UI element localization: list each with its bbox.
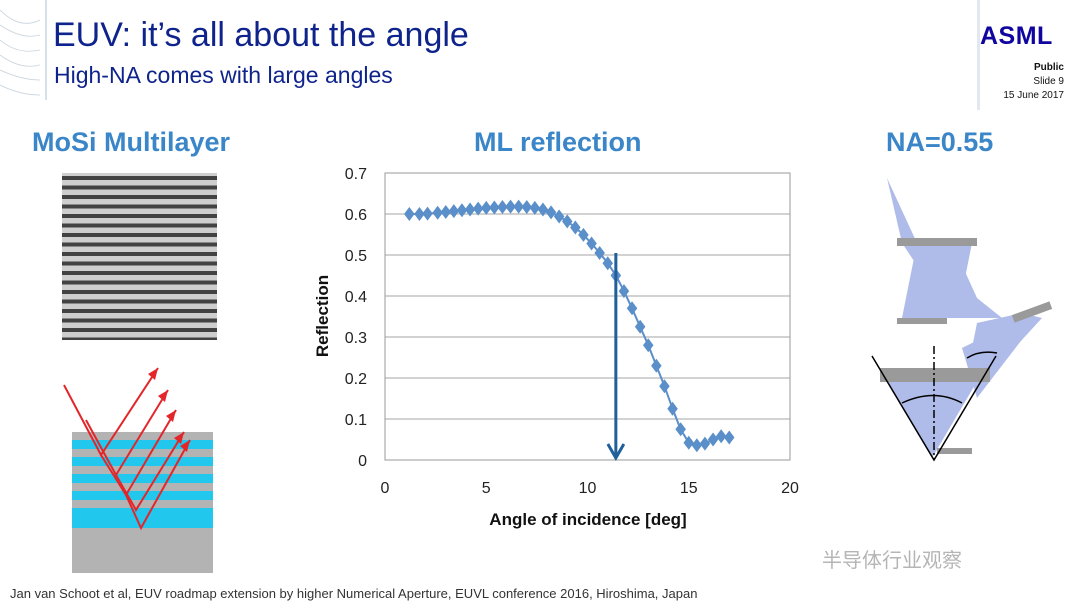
data-point: [586, 236, 597, 251]
data-point: [513, 199, 524, 214]
high-na-optics-diagram: [871, 178, 1053, 462]
header-rule: [45, 0, 47, 100]
x-tick-label: 0: [381, 480, 390, 497]
mirror-right: [1011, 301, 1053, 323]
x-tick-label: 20: [781, 480, 799, 497]
x-tick-label: 10: [579, 480, 597, 497]
asml-logo: ASML: [980, 22, 1053, 50]
data-point: [618, 284, 630, 299]
series-line: [409, 205, 730, 447]
y-tick-label: 0.3: [345, 330, 367, 347]
data-point: [432, 205, 443, 220]
data-point: [404, 207, 415, 221]
data-point: [691, 438, 703, 453]
data-point: [497, 200, 508, 215]
y-axis-label: Reflection: [313, 275, 332, 357]
classification-label: Public: [1033, 62, 1064, 73]
multilayer-heading: MoSi Multilayer: [32, 127, 231, 157]
data-point: [715, 429, 727, 444]
x-tick-label: 5: [482, 480, 491, 497]
wechat-watermark: 半导体行业观察: [822, 550, 962, 572]
y-tick-label: 0.2: [345, 371, 367, 388]
y-tick-label: 0: [358, 453, 367, 470]
data-point: [456, 203, 468, 218]
data-point: [651, 358, 662, 373]
mirror-top: [897, 238, 977, 246]
data-point: [570, 220, 581, 235]
slide-number: Slide 9: [1033, 76, 1064, 87]
mirror-middle: [897, 318, 947, 324]
corner-decoration: [0, 9, 40, 96]
data-point: [521, 200, 532, 215]
data-point: [545, 205, 557, 220]
data-point: [578, 227, 589, 242]
reflection-heading: ML reflection: [474, 127, 642, 157]
data-point: [667, 401, 678, 416]
header-corner-decoration: [977, 0, 980, 110]
y-tick-label: 0.6: [345, 207, 367, 224]
data-point: [699, 436, 711, 451]
data-point: [707, 432, 719, 447]
data-point: [537, 202, 549, 217]
y-tick-label: 0.7: [345, 166, 367, 183]
data-point: [626, 301, 638, 316]
na-heading: NA=0.55: [886, 127, 994, 157]
citation: Jan van Schoot et al, EUV roadmap extens…: [10, 586, 698, 601]
multilayer-reflection-diagram: [63, 367, 213, 573]
data-point: [553, 209, 565, 224]
data-point: [489, 200, 500, 215]
x-axis-label: Angle of incidence [deg]: [489, 510, 686, 529]
data-point: [675, 422, 686, 437]
data-point: [594, 245, 605, 260]
slide-title: EUV: it’s all about the angle: [53, 16, 469, 54]
data-point: [505, 199, 516, 214]
x-tick-label: 15: [680, 480, 698, 497]
data-point: [659, 379, 670, 394]
data-point: [440, 204, 451, 219]
y-tick-label: 0.5: [345, 248, 367, 265]
data-point: [464, 202, 476, 217]
data-point: [562, 214, 573, 229]
threshold-arrow: [606, 252, 626, 462]
y-tick-label: 0.4: [345, 289, 367, 306]
data-point: [683, 435, 694, 450]
data-point: [481, 200, 492, 215]
data-point: [529, 200, 541, 215]
data-point: [643, 338, 654, 353]
mirror-bottom: [937, 448, 972, 454]
plot-area-border: [384, 172, 791, 461]
data-point: [472, 201, 484, 216]
data-point: [414, 207, 425, 221]
data-point: [634, 319, 646, 334]
multilayer-micrograph: [62, 173, 217, 340]
data-point: [422, 206, 433, 221]
series-points: [404, 199, 735, 453]
data-point: [602, 256, 613, 271]
arrow-head: [606, 443, 626, 462]
slide-subtitle: High-NA comes with large angles: [54, 62, 393, 88]
data-point: [448, 204, 460, 219]
ml-reflection-chart: 0 0.1 0.2 0.3 0.4 0.5 0.6 0.7 0 5 10 15 20 Reflecti…: [313, 166, 799, 529]
mirror-large: [880, 368, 990, 382]
data-point: [724, 430, 735, 445]
y-tick-label: 0.1: [345, 412, 367, 429]
slide-date: 15 June 2017: [1003, 90, 1064, 101]
